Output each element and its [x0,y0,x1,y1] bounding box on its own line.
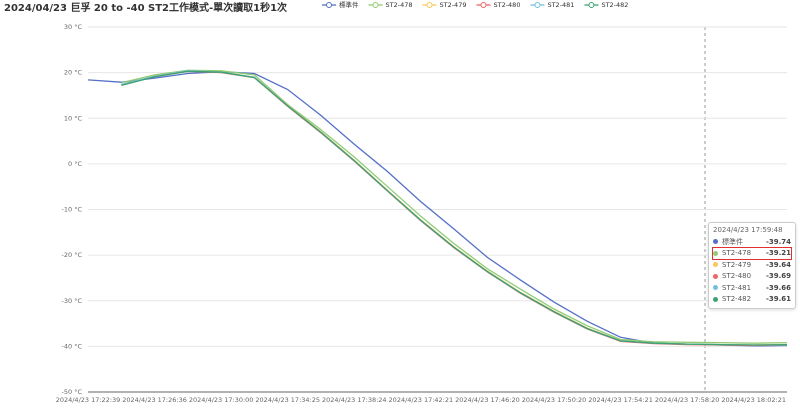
tooltip: 2024/4/23 17:59:48 標準件 -39.74 ST2-478 -39.2… [708,222,796,309]
x-tick-label: 2024/4/23 17:46:20 [455,396,520,404]
legend-label: 標準件 [339,0,359,9]
legend-marker [326,2,332,8]
x-tick-label: 2024/4/23 17:34:25 [255,396,320,404]
tooltip-name: ST2-479 [722,260,752,269]
tooltip-value: -39.74 [765,237,791,246]
series-line [121,69,788,344]
y-tick-label: 0 °C [68,160,82,168]
x-tick-label: 2024/4/23 17:54:21 [588,396,653,404]
y-tick-label: 10 °C [64,114,83,122]
series-line [121,70,788,346]
tooltip-value: -39.69 [765,272,791,281]
x-tick-label: 2024/4/23 18:02:21 [721,396,786,404]
legend-label: ST2-478 [386,1,413,9]
tooltip-marker [713,239,718,245]
tooltip-row: ST2-479 -39.64 [713,259,791,271]
tooltip-row: ST2-481 -39.66 [713,282,791,294]
series-line [121,70,788,346]
legend-label: ST2-479 [439,1,466,9]
y-tick-label: -20 °C [62,251,83,259]
tooltip-name: ST2-481 [722,283,752,292]
legend-label: ST2-482 [601,1,628,9]
legend-marker [480,2,487,8]
tooltip-name: ST2-480 [722,272,752,281]
x-tick-label: 2024/4/23 17:30:00 [189,396,254,404]
tooltip-value: -39.64 [765,260,791,269]
y-tick-label: 20 °C [64,69,83,77]
x-tick-label: 2024/4/23 17:50:20 [522,396,587,404]
y-tick-label: -40 °C [62,342,83,350]
tooltip-row: ST2-478 -39.21 [712,246,792,260]
x-tick-label: 2024/4/23 17:38:24 [322,396,387,404]
tooltip-name: ST2-478 [722,249,752,258]
tooltip-title: 2024/4/23 17:59:48 [713,226,783,234]
tooltip-name: ST2-482 [722,295,752,304]
tooltip-value: -39.61 [765,295,791,304]
tooltip-row: ST2-480 -39.69 [713,271,791,283]
tooltip-marker [713,273,718,279]
series-line [121,70,788,347]
tooltip-value: -39.66 [765,283,791,292]
tooltip-row: 標準件 -39.74 [713,236,791,248]
tooltip-marker [713,262,718,268]
legend-marker [372,2,379,8]
legend-marker [426,2,433,8]
y-tick-label: -10 °C [62,206,83,214]
legend-marker [534,2,541,8]
legend-label: ST2-480 [493,1,520,9]
y-tick-label: 30 °C [64,23,83,31]
tooltip-value: -39.21 [765,249,791,258]
series-line [87,71,788,347]
legend-marker [588,2,595,8]
legend-label: ST2-481 [547,1,574,9]
tooltip-marker [713,285,718,291]
legend: 標準件 ST2-478 ST2-479 ST2-480 ST2-481 ST2-482 [322,0,628,9]
tooltip-row: ST2-482 -39.61 [713,294,791,306]
tooltip-marker [713,296,718,302]
series-line [121,70,787,346]
tooltip-name: 標準件 [722,237,743,246]
x-tick-label: 2024/4/23 17:26:36 [122,396,187,404]
chart-title: 2024/04/23 巨孚 20 to -40 ST2工作模式-單次讀取1秒1次 [4,1,287,14]
tooltip-marker [713,250,718,256]
x-tick-label: 2024/4/23 17:58:20 [655,396,720,404]
y-tick-label: -50 °C [62,388,83,396]
x-tick-label: 2024/4/23 17:42:21 [389,396,454,404]
y-tick-label: -30 °C [62,297,83,305]
x-tick-label: 2024/4/23 17:22:39 [56,396,121,404]
